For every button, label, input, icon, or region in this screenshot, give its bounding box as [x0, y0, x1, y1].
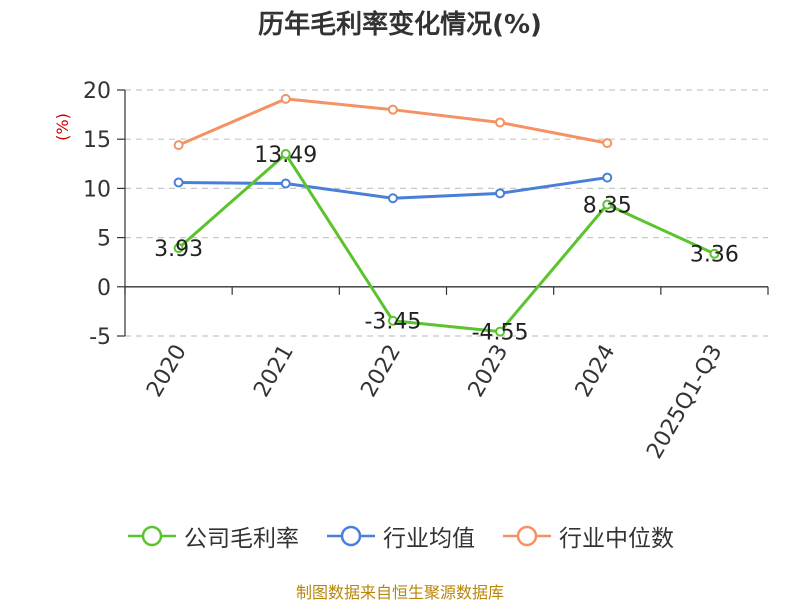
series-2-point-2	[387, 104, 398, 115]
series-2-point-4	[602, 138, 613, 149]
data-label-3: -4.55	[472, 321, 529, 346]
series-0-point-4	[602, 199, 613, 210]
legend-swatch-1	[327, 525, 375, 547]
legend-label-2: 行业中位数	[559, 526, 674, 552]
y-tick-label-0: 20	[83, 79, 111, 104]
series-1-point-1	[280, 178, 291, 189]
series-1-point-0	[173, 177, 184, 188]
y-tick-label-3: 5	[97, 227, 111, 252]
y-tick-label-1: 15	[83, 128, 111, 153]
x-tick-label-1: 2021	[249, 341, 299, 402]
series-2-point-1	[280, 93, 291, 104]
data-label-1: 13.49	[254, 143, 317, 168]
legend-label-0: 公司毛利率	[184, 526, 299, 552]
series-2-point-3	[495, 117, 506, 128]
x-tick-label-3: 2023	[464, 341, 514, 402]
series-0-point-1	[280, 149, 291, 160]
series-0-point-0	[173, 243, 184, 254]
data-label-5: 3.36	[690, 243, 739, 268]
tick-labels: 20 15 10 5 0 -5 2020 2021 2022 2023 2024 2025Q1-Q3	[83, 79, 728, 463]
series-1-point-3	[495, 188, 506, 199]
series-1-point-4	[602, 172, 613, 183]
legend-item-2[interactable]: 行业中位数	[501, 519, 674, 553]
y-tick-label-2: 10	[83, 177, 111, 202]
legend-swatch-marker-2	[516, 525, 538, 547]
y-tick-label-4: 0	[97, 276, 111, 301]
legend-label-1: 行业均值	[383, 526, 475, 552]
legend-swatch-2	[503, 525, 551, 547]
y-tick-label-5: -5	[89, 325, 111, 350]
source-note: 制图数据来自恒生聚源数据库	[295, 583, 504, 602]
series-line-0	[177, 152, 716, 334]
series-2-point-0	[173, 140, 184, 151]
legend-item-0[interactable]: 公司毛利率	[126, 519, 299, 553]
legend-swatch-marker-1	[340, 525, 362, 547]
series	[173, 93, 720, 337]
data-label-4: 8.35	[583, 194, 632, 219]
series-1-point-2	[387, 193, 398, 204]
axes	[117, 89, 769, 337]
data-labels: 3.93 13.49 -3.45 -4.55 8.35 3.36	[154, 143, 739, 346]
grid-lines	[125, 89, 768, 337]
x-tick-label-4: 2024	[571, 341, 621, 402]
x-tick-label-5: 2025Q1-Q3	[642, 341, 727, 464]
data-label-0: 3.93	[154, 237, 203, 262]
series-0-point-2	[387, 315, 398, 326]
x-tick-label-2: 2022	[356, 341, 406, 402]
y-axis-label: (%)	[53, 113, 72, 141]
x-tick-label-0: 2020	[142, 341, 192, 402]
legend-swatch-0	[128, 525, 176, 547]
legend-item-1[interactable]: 行业均值	[325, 519, 475, 553]
data-label-2: -3.45	[364, 310, 421, 335]
legend-swatch-marker-0	[141, 525, 163, 547]
series-0-point-3	[495, 326, 506, 337]
chart-title: 历年毛利率变化情况(%)	[258, 10, 542, 40]
series-0-point-5	[709, 248, 720, 259]
legend: 公司毛利率 行业均值 行业中位数	[0, 518, 800, 554]
